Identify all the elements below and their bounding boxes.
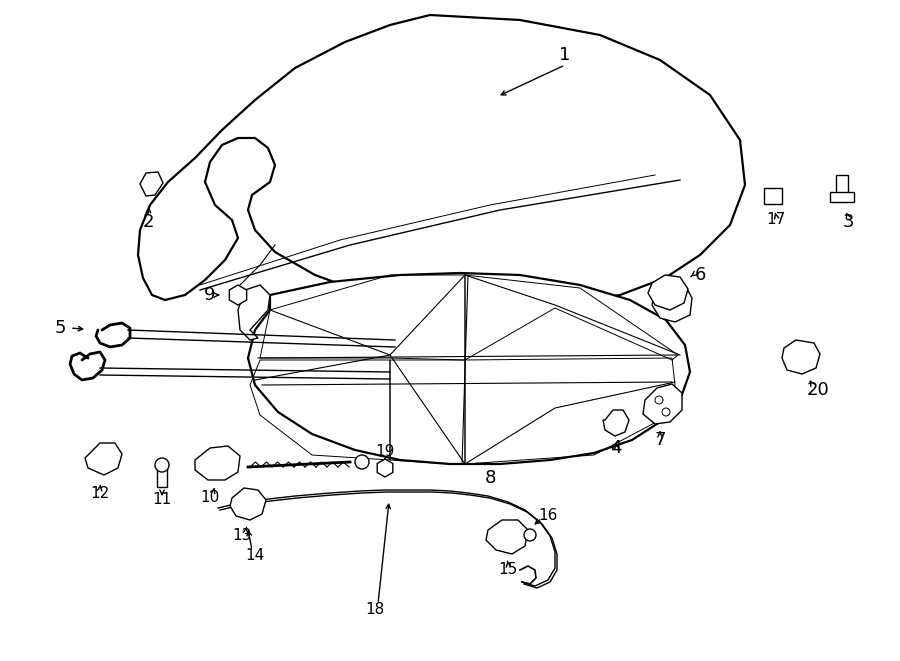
Text: 2: 2 xyxy=(142,213,154,231)
Text: 9: 9 xyxy=(204,286,216,304)
Bar xyxy=(836,175,848,195)
Text: 13: 13 xyxy=(232,529,252,543)
Circle shape xyxy=(155,458,169,472)
Polygon shape xyxy=(230,285,247,305)
Text: 17: 17 xyxy=(767,212,786,227)
Polygon shape xyxy=(486,520,528,554)
Polygon shape xyxy=(238,285,270,340)
Text: 20: 20 xyxy=(806,381,830,399)
Polygon shape xyxy=(230,488,266,520)
Polygon shape xyxy=(648,275,688,310)
Polygon shape xyxy=(248,273,690,464)
Text: 12: 12 xyxy=(90,486,110,502)
Text: 15: 15 xyxy=(499,563,517,578)
Circle shape xyxy=(355,455,369,469)
Text: 16: 16 xyxy=(538,508,558,522)
Text: 10: 10 xyxy=(201,490,220,506)
Circle shape xyxy=(524,529,536,541)
Polygon shape xyxy=(195,446,240,480)
Polygon shape xyxy=(782,340,820,374)
Bar xyxy=(830,192,854,202)
Polygon shape xyxy=(652,282,692,322)
Text: 11: 11 xyxy=(152,492,172,508)
Bar xyxy=(157,465,167,487)
Polygon shape xyxy=(140,172,163,196)
Polygon shape xyxy=(377,459,392,477)
Text: 1: 1 xyxy=(559,46,571,64)
Polygon shape xyxy=(85,443,122,475)
Text: 4: 4 xyxy=(610,439,622,457)
Text: 3: 3 xyxy=(842,213,854,231)
Polygon shape xyxy=(603,410,629,436)
Text: 14: 14 xyxy=(246,549,265,563)
Text: 5: 5 xyxy=(54,319,66,337)
Polygon shape xyxy=(138,15,745,308)
Text: 6: 6 xyxy=(694,266,706,284)
Bar xyxy=(764,188,782,204)
Text: 19: 19 xyxy=(375,444,395,459)
Text: 18: 18 xyxy=(365,602,384,617)
Text: 7: 7 xyxy=(654,431,666,449)
Text: 8: 8 xyxy=(484,469,496,487)
Polygon shape xyxy=(643,384,682,424)
